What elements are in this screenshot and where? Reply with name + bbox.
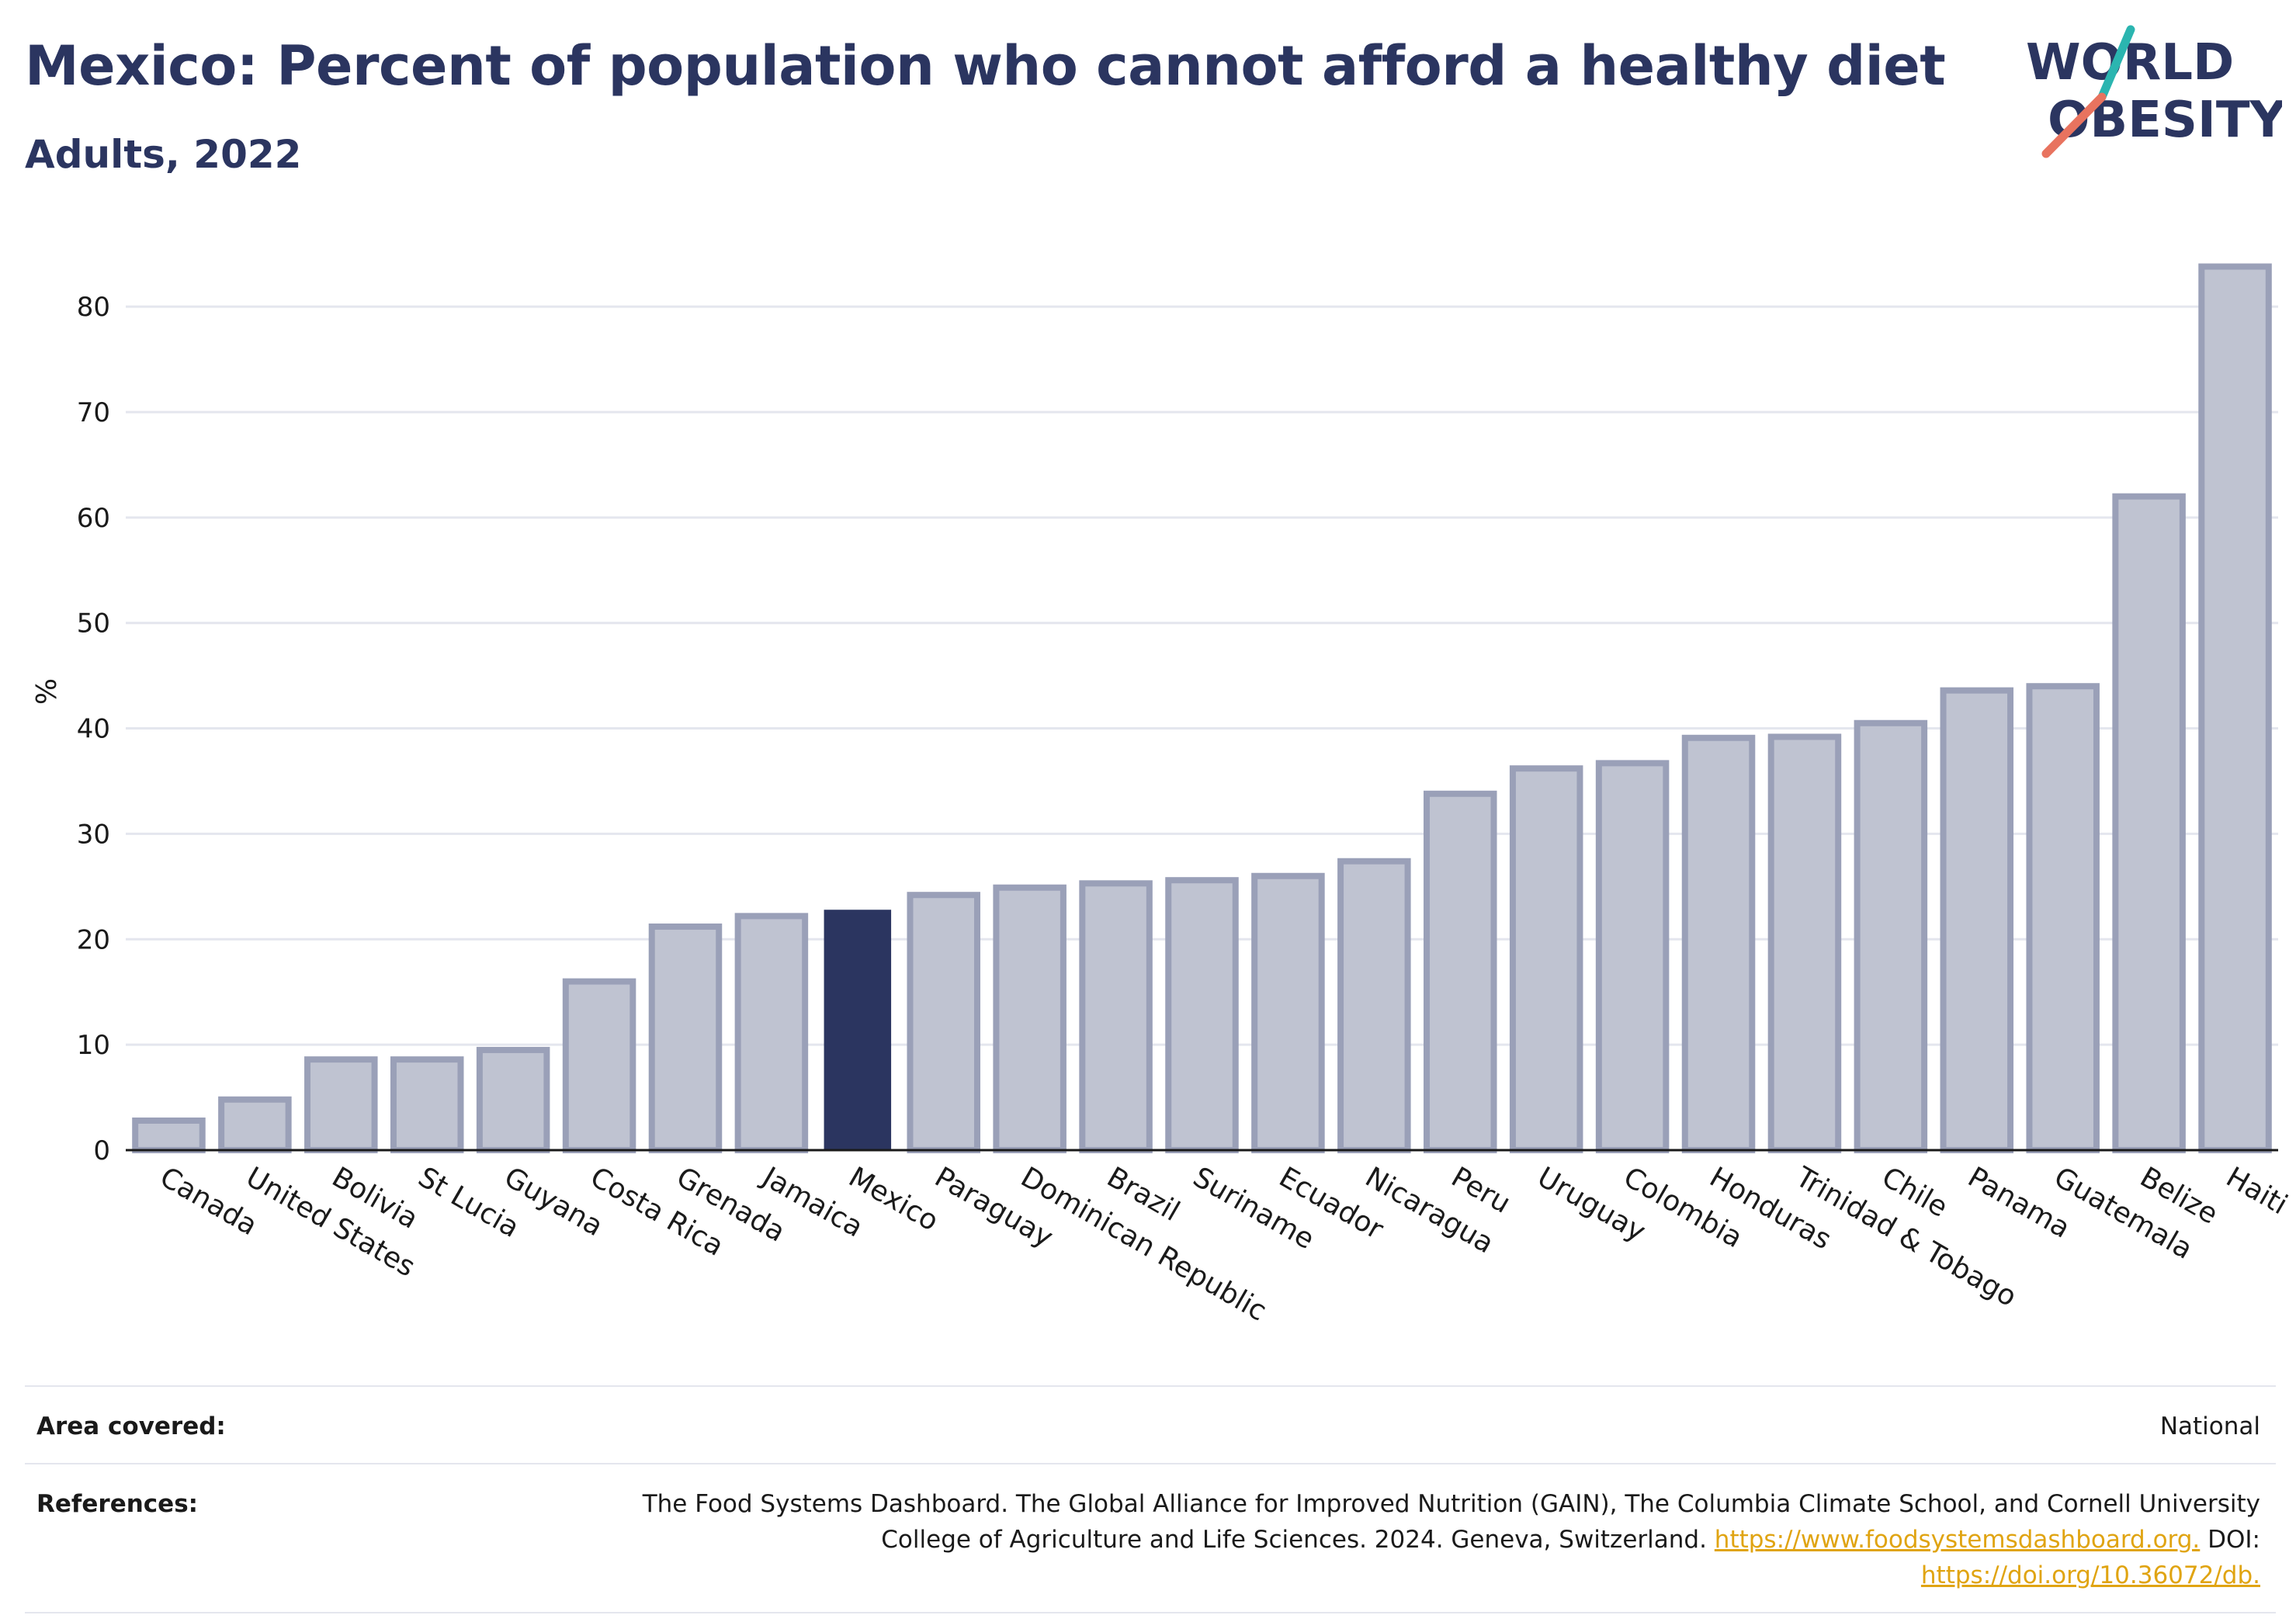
bar-haiti [2198,263,2272,1154]
metadata-table: Area covered: National References: The F… [25,1385,2276,1613]
bar-canada [132,1117,206,1153]
bar-united-states [218,1096,292,1154]
y-tick-label: 70 [77,397,110,428]
bar-guatemala [2026,683,2100,1153]
world-obesity-logo: WORLD OBESITY [2026,25,2282,158]
chart-title: Mexico: Percent of population who cannot… [25,34,1946,98]
bar-bolivia [304,1056,378,1153]
bar-ecuador [1251,872,1325,1153]
chart-subtitle: Adults, 2022 [25,132,302,177]
y-tick-label: 40 [77,714,110,745]
area-covered-value: National [2159,1412,2260,1440]
logo-line2: OBESITY [2048,92,2282,149]
bars [132,263,2272,1154]
y-axis-label: % [31,678,63,705]
x-tick-label: Canada [154,1161,262,1242]
bar-dominican-republic [993,884,1066,1153]
references-row: References: The Food Systems Dashboard. … [25,1463,2276,1613]
bar-paraguay [907,892,980,1153]
y-tick-label: 10 [77,1030,110,1061]
bar-grenada [648,923,723,1153]
y-tick-label: 50 [77,608,110,639]
area-covered-row: Area covered: National [25,1385,2276,1463]
references-value: The Food Systems Dashboard. The Global A… [643,1486,2260,1593]
bar-honduras [1681,734,1756,1153]
y-tick-label: 60 [77,503,110,534]
dashboard-link[interactable]: https://www.foodsystemsdashboard.org. [1714,1526,2201,1554]
bar-jamaica [734,913,809,1154]
bar-suriname [1165,877,1239,1153]
y-tick-label: 0 [93,1135,110,1166]
references-label: References: [36,1490,199,1518]
y-tick-label: 80 [77,292,110,323]
x-tick-label: Haiti [2221,1161,2293,1221]
references-doi-label: DOI: [2200,1526,2260,1554]
references-line2: College of Agriculture and Life Sciences… [881,1526,1715,1554]
y-tick-label: 30 [77,819,110,850]
bar-chile [1854,719,1928,1153]
bar-brazil [1079,880,1153,1154]
bar-mexico [824,910,892,1150]
bar-trinidad-tobago [1767,733,1842,1153]
bar-belize [2112,493,2186,1154]
bar-panama [1940,687,2014,1153]
logo-slash-bottom-icon [2041,92,2107,158]
logo-slash-top-icon [2097,25,2135,102]
bar-costa-rica [562,978,636,1153]
logo-line1: WORLD [2026,34,2234,92]
bar-colombia [1595,760,1670,1154]
bar-uruguay [1509,765,1583,1153]
area-covered-label: Area covered: [36,1412,226,1440]
references-line1: The Food Systems Dashboard. The Global A… [642,1490,2260,1518]
bar-st-lucia [390,1056,464,1153]
doi-link[interactable]: https://doi.org/10.36072/db. [1920,1561,2260,1589]
bar-nicaragua [1337,858,1411,1153]
y-tick-label: 20 [77,924,110,955]
bar-peru [1424,790,1497,1153]
bar-guyana [476,1046,550,1153]
